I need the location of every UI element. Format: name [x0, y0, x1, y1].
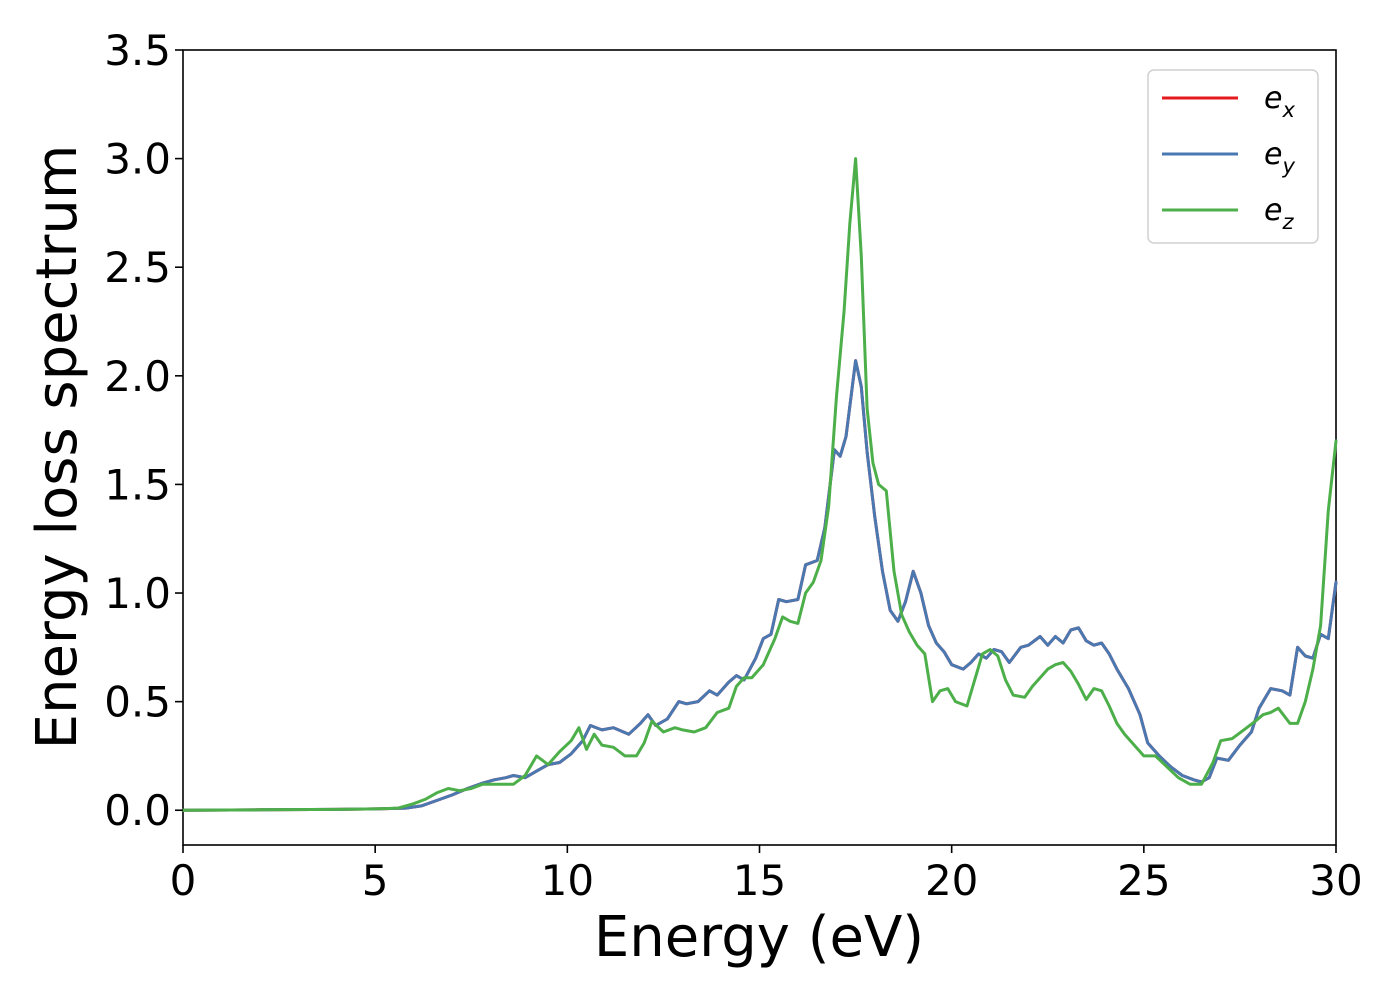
legend-label-x: ex [1264, 81, 1295, 122]
y-tick-label: 3.5 [104, 26, 171, 75]
y-axis-label: Energy loss spectrum [25, 145, 90, 750]
x-tick-label: 30 [1309, 856, 1362, 905]
y-tick-label: 1.0 [104, 569, 171, 618]
x-tick-label: 20 [925, 856, 978, 905]
legend-box [1147, 69, 1319, 244]
x-axis-ticks: 0 5 10 15 20 25 30 [170, 845, 1363, 905]
x-tick-label: 15 [733, 856, 786, 905]
legend: ex ey ez [1147, 69, 1319, 244]
y-tick-label: 0.5 [104, 678, 171, 727]
x-axis-label: Energy (eV) [594, 905, 924, 970]
series-layer [181, 157, 1338, 812]
y-axis-ticks: 0.0 0.5 1.0 1.5 2.0 2.5 3.0 3.5 [104, 26, 183, 835]
series-line-z [181, 157, 1338, 812]
x-tick-label: 0 [170, 856, 197, 905]
y-tick-label: 0.0 [104, 786, 171, 835]
legend-label-z: ez [1264, 193, 1294, 234]
y-tick-label: 2.5 [104, 243, 171, 292]
y-tick-label: 2.0 [104, 352, 171, 401]
series-line-y [181, 359, 1338, 812]
x-tick-label: 5 [362, 856, 389, 905]
x-tick-label: 10 [541, 856, 594, 905]
x-tick-label: 25 [1117, 856, 1170, 905]
y-tick-label: 1.5 [104, 460, 171, 509]
legend-label-y: ey [1264, 137, 1295, 178]
y-tick-label: 3.0 [104, 135, 171, 184]
